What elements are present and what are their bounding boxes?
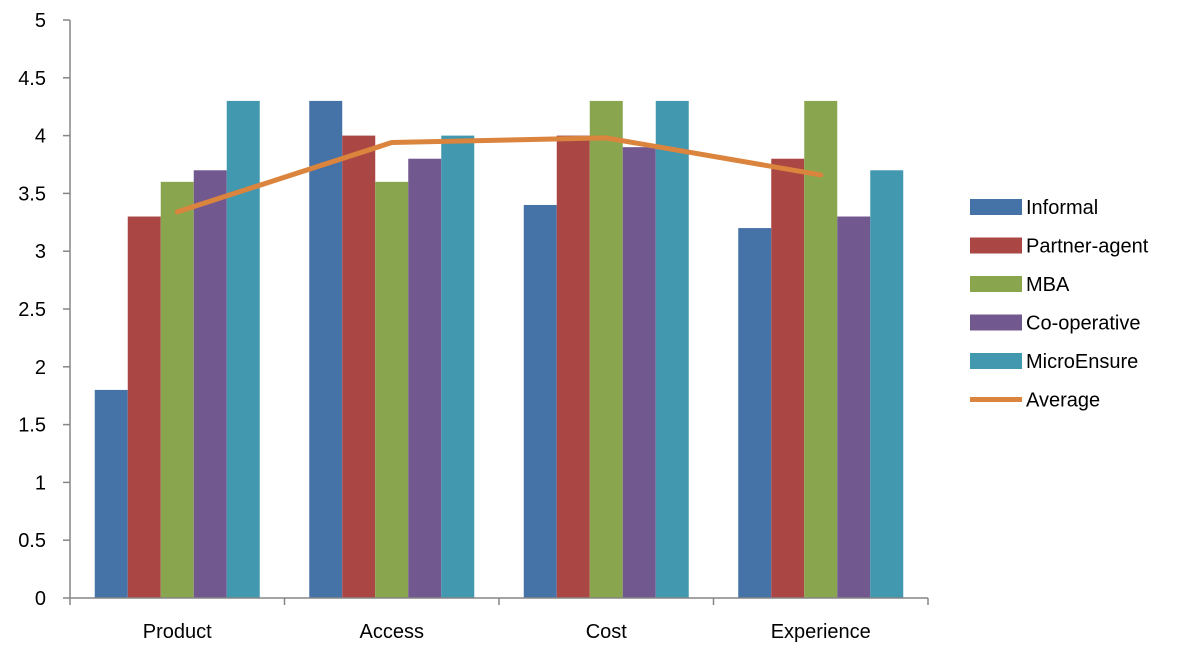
bars-layer	[95, 101, 904, 598]
x-tick-label-access: Access	[360, 621, 424, 643]
x-tick-label-product: Product	[143, 621, 212, 643]
y-tick-label: 4	[35, 126, 46, 148]
bar-partner-agent-experience	[771, 159, 804, 598]
y-tick-label: 1	[35, 472, 46, 494]
legend-swatch-co-operative	[970, 315, 1022, 331]
y-tick-label: 0	[35, 588, 46, 610]
bar-partner-agent-access	[342, 136, 375, 598]
bar-co-operative-product	[194, 170, 227, 598]
average-line	[177, 138, 821, 212]
x-tick-label-cost: Cost	[586, 621, 628, 643]
y-tick-label: 2	[35, 357, 46, 379]
legend-label-mba: MBA	[1026, 274, 1070, 296]
bar-informal-cost	[524, 205, 557, 598]
legend-swatch-partner-agent	[970, 238, 1022, 254]
bar-partner-agent-cost	[557, 136, 590, 598]
legend-label-co-operative: Co-operative	[1026, 313, 1141, 335]
bar-microensure-experience	[870, 170, 903, 598]
legend-label-informal: Informal	[1026, 197, 1098, 219]
y-tick-label: 2.5	[18, 299, 46, 321]
y-tick-label: 4.5	[18, 68, 46, 90]
bar-informal-access	[309, 101, 342, 598]
bar-microensure-product	[227, 101, 260, 598]
legend-swatch-mba	[970, 276, 1022, 292]
bar-mba-access	[375, 182, 408, 598]
bar-informal-experience	[738, 228, 771, 598]
bar-mba-product	[161, 182, 194, 598]
y-tick-label: 5	[35, 10, 46, 32]
legend-label-average: Average	[1026, 390, 1100, 412]
legend-swatch-microensure	[970, 353, 1022, 369]
y-tick-label: 1.5	[18, 415, 46, 437]
x-tick-label-experience: Experience	[771, 621, 871, 643]
y-tick-label: 0.5	[18, 530, 46, 552]
bar-co-operative-cost	[623, 147, 656, 598]
legend-label-partner-agent: Partner-agent	[1026, 236, 1149, 258]
bar-microensure-cost	[656, 101, 689, 598]
y-tick-label: 3.5	[18, 183, 46, 205]
legend-swatch-informal	[970, 199, 1022, 215]
bar-informal-product	[95, 390, 128, 598]
bar-mba-cost	[590, 101, 623, 598]
bar-microensure-access	[441, 136, 474, 598]
bar-co-operative-access	[408, 159, 441, 598]
legend: Informal Partner-agent MBA Co-operative Micr…	[970, 197, 1149, 412]
legend-label-microensure: MicroEnsure	[1026, 351, 1138, 373]
bar-co-operative-experience	[837, 217, 870, 598]
y-tick-label: 3	[35, 241, 46, 263]
average-line-layer	[177, 138, 821, 212]
bar-partner-agent-product	[128, 217, 161, 598]
